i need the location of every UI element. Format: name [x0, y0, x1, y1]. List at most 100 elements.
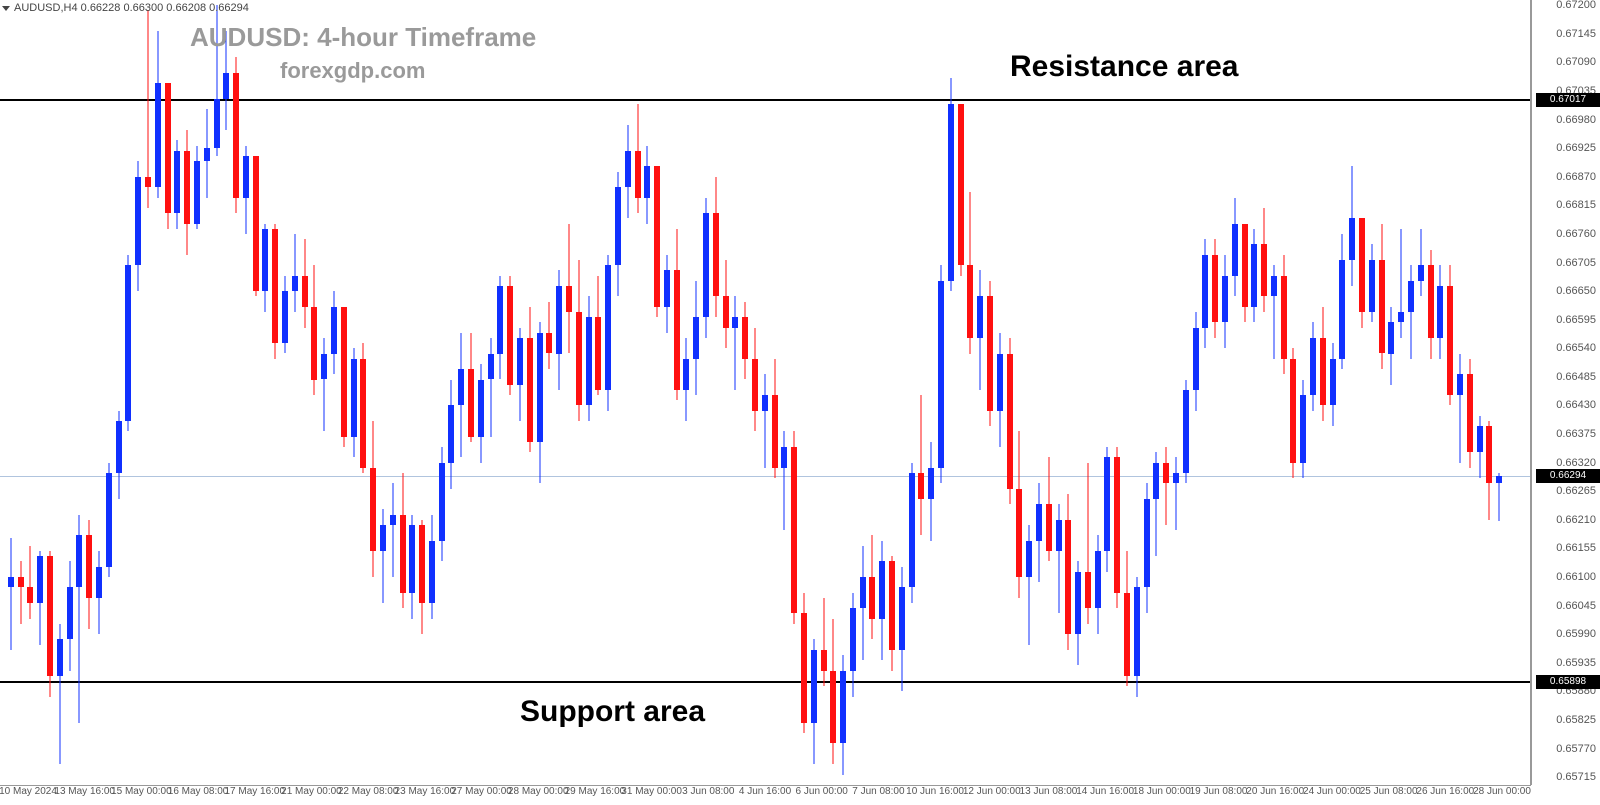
candle — [938, 0, 944, 785]
y-tick: 0.65770 — [1556, 743, 1596, 755]
candle — [155, 0, 161, 785]
candle — [390, 0, 396, 785]
candle — [135, 0, 141, 785]
candle — [664, 0, 670, 785]
candle — [27, 0, 33, 785]
candle — [439, 0, 445, 785]
ohlc-low: 0.66208 — [166, 2, 206, 14]
y-tick: 0.66705 — [1556, 257, 1596, 269]
candle — [1075, 0, 1081, 785]
candle — [1114, 0, 1120, 785]
candle — [1369, 0, 1375, 785]
candle — [507, 0, 513, 785]
candle — [1036, 0, 1042, 785]
y-tick: 0.66540 — [1556, 342, 1596, 354]
candle — [37, 0, 43, 785]
candle — [801, 0, 807, 785]
candle — [204, 0, 210, 785]
candle — [742, 0, 748, 785]
candle — [977, 0, 983, 785]
candle — [556, 0, 562, 785]
y-tick: 0.66815 — [1556, 199, 1596, 211]
x-tick: 10 Jun 16:00 — [906, 786, 964, 797]
candle — [253, 0, 259, 785]
candle — [429, 0, 435, 785]
candle — [537, 0, 543, 785]
y-tick: 0.66375 — [1556, 428, 1596, 440]
y-tick: 0.66100 — [1556, 571, 1596, 583]
symbol-header[interactable]: AUDUSD,H4 0.66228 0.66300 0.66208 0.6629… — [2, 2, 249, 14]
candle — [174, 0, 180, 785]
candle — [693, 0, 699, 785]
y-tick: 0.66760 — [1556, 228, 1596, 240]
x-tick: 13 May 16:00 — [54, 786, 115, 797]
candle — [1418, 0, 1424, 785]
candle — [1320, 0, 1326, 785]
candle — [1085, 0, 1091, 785]
ohlc-open: 0.66228 — [81, 2, 121, 14]
candle — [292, 0, 298, 785]
candle — [1408, 0, 1414, 785]
y-tick: 0.67145 — [1556, 28, 1596, 40]
x-tick: 18 Jun 00:00 — [1133, 786, 1191, 797]
y-tick: 0.66155 — [1556, 542, 1596, 554]
candle — [321, 0, 327, 785]
candle — [566, 0, 572, 785]
price-tag: 0.65898 — [1536, 675, 1600, 689]
candle — [1046, 0, 1052, 785]
candle — [1183, 0, 1189, 785]
candle — [732, 0, 738, 785]
candle — [488, 0, 494, 785]
candle — [184, 0, 190, 785]
y-tick: 0.66265 — [1556, 485, 1596, 497]
candle — [1134, 0, 1140, 785]
candle — [1477, 0, 1483, 785]
x-tick: 15 May 00:00 — [111, 786, 172, 797]
y-tick: 0.65825 — [1556, 714, 1596, 726]
candle — [76, 0, 82, 785]
candle — [1388, 0, 1394, 785]
candle — [967, 0, 973, 785]
dropdown-icon[interactable] — [2, 6, 10, 11]
chart-window: AUDUSD,H4 0.66228 0.66300 0.66208 0.6629… — [0, 0, 1600, 805]
chart-plot-area[interactable]: AUDUSD,H4 0.66228 0.66300 0.66208 0.6629… — [0, 0, 1531, 786]
y-axis: 0.672000.671450.670900.670350.669800.669… — [1531, 0, 1600, 785]
y-tick: 0.66210 — [1556, 514, 1596, 526]
candle — [214, 0, 220, 785]
candle — [468, 0, 474, 785]
candle — [409, 0, 415, 785]
x-tick: 6 Jun 00:00 — [796, 786, 848, 797]
candle — [1016, 0, 1022, 785]
x-tick: 23 May 16:00 — [395, 786, 456, 797]
candle — [1486, 0, 1492, 785]
y-tick: 0.66595 — [1556, 314, 1596, 326]
candle — [1242, 0, 1248, 785]
x-tick: 3 Jun 08:00 — [682, 786, 734, 797]
x-tick: 28 May 00:00 — [508, 786, 569, 797]
candle — [116, 0, 122, 785]
candle — [1104, 0, 1110, 785]
y-tick: 0.66045 — [1556, 600, 1596, 612]
candle — [860, 0, 866, 785]
y-tick: 0.66650 — [1556, 285, 1596, 297]
candle — [243, 0, 249, 785]
candle — [1173, 0, 1179, 785]
candle — [830, 0, 836, 785]
candle — [311, 0, 317, 785]
candle — [1056, 0, 1062, 785]
candle — [1467, 0, 1473, 785]
y-tick: 0.66925 — [1556, 142, 1596, 154]
x-tick: 7 Jun 08:00 — [852, 786, 904, 797]
candle — [360, 0, 366, 785]
x-tick: 19 Jun 08:00 — [1190, 786, 1248, 797]
candle — [1310, 0, 1316, 785]
x-tick: 13 Jun 08:00 — [1020, 786, 1078, 797]
candle — [1193, 0, 1199, 785]
candle — [1261, 0, 1267, 785]
candle — [958, 0, 964, 785]
candle — [1300, 0, 1306, 785]
candle — [644, 0, 650, 785]
x-tick: 21 May 00:00 — [281, 786, 342, 797]
candle — [762, 0, 768, 785]
candle — [370, 0, 376, 785]
